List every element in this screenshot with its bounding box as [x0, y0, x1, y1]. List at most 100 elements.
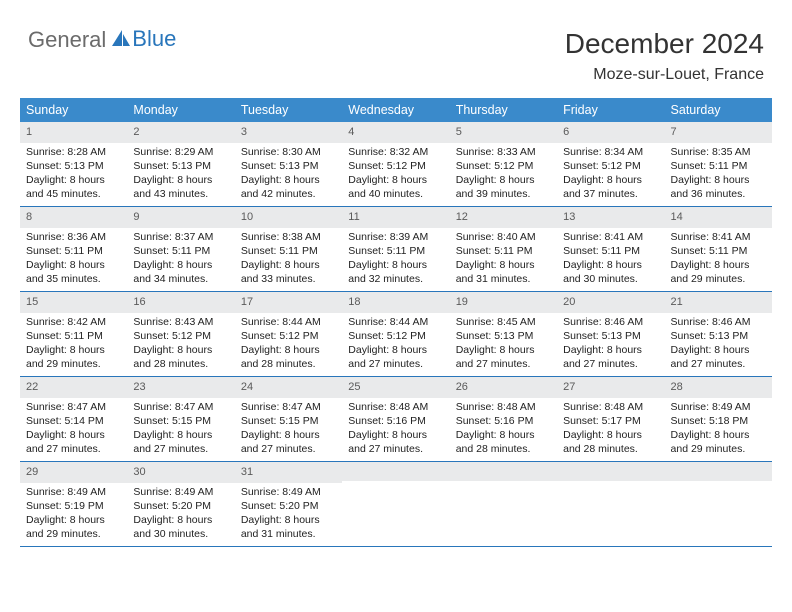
- cell-body: Sunrise: 8:44 AMSunset: 5:12 PMDaylight:…: [235, 313, 342, 376]
- calendar-cell: 5Sunrise: 8:33 AMSunset: 5:12 PMDaylight…: [450, 122, 557, 206]
- sunrise-line: Sunrise: 8:41 AM: [563, 230, 658, 244]
- weekday-header: Wednesday: [342, 98, 449, 122]
- sunrise-line: Sunrise: 8:35 AM: [671, 145, 766, 159]
- day-number: 25: [342, 377, 449, 398]
- sunrise-line: Sunrise: 8:44 AM: [348, 315, 443, 329]
- logo: General Blue: [28, 28, 176, 52]
- sunset-line: Sunset: 5:11 PM: [671, 244, 766, 258]
- day-number: 11: [342, 207, 449, 228]
- calendar-cell: 27Sunrise: 8:48 AMSunset: 5:17 PMDayligh…: [557, 377, 664, 461]
- day-number: 29: [20, 462, 127, 483]
- day-number: 14: [665, 207, 772, 228]
- sunrise-line: Sunrise: 8:34 AM: [563, 145, 658, 159]
- cell-body: Sunrise: 8:44 AMSunset: 5:12 PMDaylight:…: [342, 313, 449, 376]
- daylight-line: Daylight: 8 hours and 27 minutes.: [671, 343, 766, 371]
- day-number: 9: [127, 207, 234, 228]
- cell-body: Sunrise: 8:33 AMSunset: 5:12 PMDaylight:…: [450, 143, 557, 206]
- weekday-header: Sunday: [20, 98, 127, 122]
- sunrise-line: Sunrise: 8:37 AM: [133, 230, 228, 244]
- sunset-line: Sunset: 5:19 PM: [26, 499, 121, 513]
- calendar-cell: 17Sunrise: 8:44 AMSunset: 5:12 PMDayligh…: [235, 292, 342, 376]
- day-number: 7: [665, 122, 772, 143]
- sunset-line: Sunset: 5:15 PM: [133, 414, 228, 428]
- cell-body: Sunrise: 8:38 AMSunset: 5:11 PMDaylight:…: [235, 228, 342, 291]
- calendar-cell: 3Sunrise: 8:30 AMSunset: 5:13 PMDaylight…: [235, 122, 342, 206]
- sunrise-line: Sunrise: 8:47 AM: [26, 400, 121, 414]
- cell-body: [450, 481, 557, 541]
- sunset-line: Sunset: 5:13 PM: [563, 329, 658, 343]
- daylight-line: Daylight: 8 hours and 37 minutes.: [563, 173, 658, 201]
- cell-body: Sunrise: 8:48 AMSunset: 5:16 PMDaylight:…: [450, 398, 557, 461]
- daylight-line: Daylight: 8 hours and 36 minutes.: [671, 173, 766, 201]
- weekday-header: Friday: [557, 98, 664, 122]
- daylight-line: Daylight: 8 hours and 43 minutes.: [133, 173, 228, 201]
- daylight-line: Daylight: 8 hours and 27 minutes.: [348, 428, 443, 456]
- sunset-line: Sunset: 5:13 PM: [671, 329, 766, 343]
- daylight-line: Daylight: 8 hours and 27 minutes.: [26, 428, 121, 456]
- sunset-line: Sunset: 5:13 PM: [241, 159, 336, 173]
- sunrise-line: Sunrise: 8:43 AM: [133, 315, 228, 329]
- day-number: 26: [450, 377, 557, 398]
- calendar-row: 1Sunrise: 8:28 AMSunset: 5:13 PMDaylight…: [20, 122, 772, 207]
- sunset-line: Sunset: 5:12 PM: [133, 329, 228, 343]
- calendar-cell: 18Sunrise: 8:44 AMSunset: 5:12 PMDayligh…: [342, 292, 449, 376]
- daylight-line: Daylight: 8 hours and 27 minutes.: [456, 343, 551, 371]
- day-number: 30: [127, 462, 234, 483]
- location-label: Moze-sur-Louet, France: [565, 66, 764, 84]
- calendar-cell: [665, 462, 772, 546]
- cell-body: [665, 481, 772, 541]
- logo-sail-icon: [110, 28, 132, 52]
- weekday-header: Saturday: [665, 98, 772, 122]
- cell-body: Sunrise: 8:47 AMSunset: 5:14 PMDaylight:…: [20, 398, 127, 461]
- calendar-cell: 24Sunrise: 8:47 AMSunset: 5:15 PMDayligh…: [235, 377, 342, 461]
- sunrise-line: Sunrise: 8:40 AM: [456, 230, 551, 244]
- calendar-cell: 14Sunrise: 8:41 AMSunset: 5:11 PMDayligh…: [665, 207, 772, 291]
- sunrise-line: Sunrise: 8:42 AM: [26, 315, 121, 329]
- day-number: [557, 462, 664, 481]
- day-number: 10: [235, 207, 342, 228]
- calendar-cell: 31Sunrise: 8:49 AMSunset: 5:20 PMDayligh…: [235, 462, 342, 546]
- cell-body: Sunrise: 8:41 AMSunset: 5:11 PMDaylight:…: [665, 228, 772, 291]
- cell-body: Sunrise: 8:35 AMSunset: 5:11 PMDaylight:…: [665, 143, 772, 206]
- day-number: 3: [235, 122, 342, 143]
- daylight-line: Daylight: 8 hours and 27 minutes.: [241, 428, 336, 456]
- day-number: 22: [20, 377, 127, 398]
- sunset-line: Sunset: 5:17 PM: [563, 414, 658, 428]
- day-number: 2: [127, 122, 234, 143]
- calendar-cell: 4Sunrise: 8:32 AMSunset: 5:12 PMDaylight…: [342, 122, 449, 206]
- calendar-cell: 23Sunrise: 8:47 AMSunset: 5:15 PMDayligh…: [127, 377, 234, 461]
- cell-body: Sunrise: 8:28 AMSunset: 5:13 PMDaylight:…: [20, 143, 127, 206]
- sunrise-line: Sunrise: 8:29 AM: [133, 145, 228, 159]
- sunrise-line: Sunrise: 8:49 AM: [671, 400, 766, 414]
- sunset-line: Sunset: 5:13 PM: [456, 329, 551, 343]
- day-number: 24: [235, 377, 342, 398]
- sunset-line: Sunset: 5:11 PM: [241, 244, 336, 258]
- cell-body: Sunrise: 8:47 AMSunset: 5:15 PMDaylight:…: [235, 398, 342, 461]
- daylight-line: Daylight: 8 hours and 33 minutes.: [241, 258, 336, 286]
- calendar-row: 15Sunrise: 8:42 AMSunset: 5:11 PMDayligh…: [20, 292, 772, 377]
- calendar: SundayMondayTuesdayWednesdayThursdayFrid…: [20, 98, 772, 547]
- day-number: 17: [235, 292, 342, 313]
- sunset-line: Sunset: 5:13 PM: [133, 159, 228, 173]
- cell-body: Sunrise: 8:48 AMSunset: 5:17 PMDaylight:…: [557, 398, 664, 461]
- sunrise-line: Sunrise: 8:28 AM: [26, 145, 121, 159]
- day-number: 16: [127, 292, 234, 313]
- sunset-line: Sunset: 5:12 PM: [456, 159, 551, 173]
- sunrise-line: Sunrise: 8:48 AM: [456, 400, 551, 414]
- calendar-cell: 13Sunrise: 8:41 AMSunset: 5:11 PMDayligh…: [557, 207, 664, 291]
- sunset-line: Sunset: 5:20 PM: [133, 499, 228, 513]
- cell-body: Sunrise: 8:43 AMSunset: 5:12 PMDaylight:…: [127, 313, 234, 376]
- sunrise-line: Sunrise: 8:39 AM: [348, 230, 443, 244]
- day-number: 1: [20, 122, 127, 143]
- sunset-line: Sunset: 5:12 PM: [563, 159, 658, 173]
- logo-text-blue: Blue: [132, 28, 176, 50]
- sunset-line: Sunset: 5:16 PM: [456, 414, 551, 428]
- calendar-cell: 22Sunrise: 8:47 AMSunset: 5:14 PMDayligh…: [20, 377, 127, 461]
- sunset-line: Sunset: 5:11 PM: [26, 329, 121, 343]
- daylight-line: Daylight: 8 hours and 32 minutes.: [348, 258, 443, 286]
- calendar-cell: 7Sunrise: 8:35 AMSunset: 5:11 PMDaylight…: [665, 122, 772, 206]
- cell-body: Sunrise: 8:37 AMSunset: 5:11 PMDaylight:…: [127, 228, 234, 291]
- daylight-line: Daylight: 8 hours and 35 minutes.: [26, 258, 121, 286]
- daylight-line: Daylight: 8 hours and 31 minutes.: [241, 513, 336, 541]
- calendar-row: 8Sunrise: 8:36 AMSunset: 5:11 PMDaylight…: [20, 207, 772, 292]
